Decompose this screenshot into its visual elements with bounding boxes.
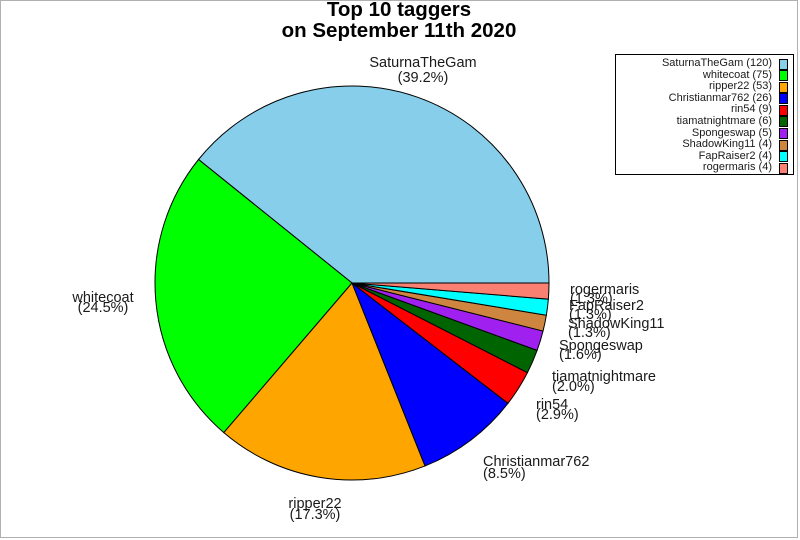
svg-text:(17.3%): (17.3%) [290, 507, 341, 523]
svg-text:(8.5%): (8.5%) [483, 466, 526, 482]
svg-text:(1.3%): (1.3%) [570, 291, 613, 307]
svg-text:(2.0%): (2.0%) [552, 379, 595, 395]
svg-text:(1.3%): (1.3%) [569, 307, 612, 323]
svg-text:(39.2%): (39.2%) [398, 70, 449, 86]
svg-text:(2.9%): (2.9%) [536, 407, 579, 423]
svg-text:SaturnaTheGam: SaturnaTheGam [369, 55, 476, 71]
svg-text:(24.5%): (24.5%) [78, 300, 129, 316]
svg-text:(1.3%): (1.3%) [568, 325, 611, 341]
svg-text:(1.6%): (1.6%) [559, 347, 602, 363]
